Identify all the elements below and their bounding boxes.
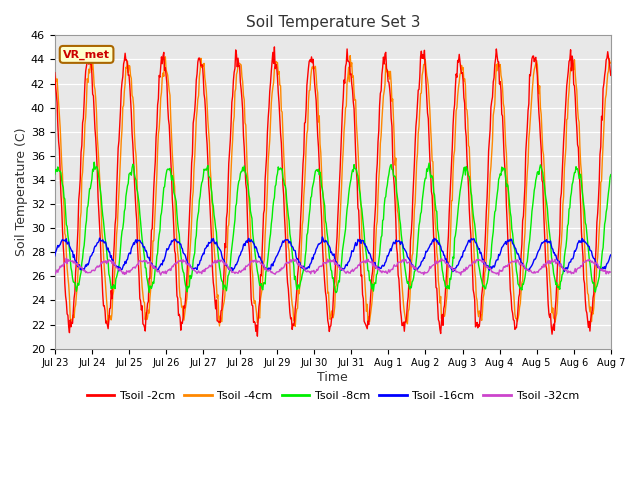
Line: Tsoil -8cm: Tsoil -8cm	[55, 162, 611, 293]
Tsoil -16cm	[61, 237, 68, 243]
Legend: Tsoil -2cm, Tsoil -4cm, Tsoil -8cm, Tsoil -16cm, Tsoil -32cm: Tsoil -2cm, Tsoil -4cm, Tsoil -8cm, Tsoi…	[82, 387, 584, 406]
Tsoil -4cm	[402, 319, 410, 325]
Tsoil -16cm	[175, 239, 182, 245]
Tsoil -8cm	[51, 171, 59, 177]
Tsoil -32cm	[63, 255, 70, 261]
Tsoil -8cm	[61, 196, 68, 202]
Tsoil -4cm	[61, 230, 68, 236]
Tsoil -4cm	[607, 60, 614, 66]
Y-axis label: Soil Temperature (C): Soil Temperature (C)	[15, 128, 28, 256]
Tsoil -2cm	[175, 312, 182, 318]
Line: Tsoil -16cm: Tsoil -16cm	[55, 237, 611, 272]
Tsoil -4cm	[118, 126, 126, 132]
Tsoil -4cm	[51, 62, 59, 68]
Tsoil -32cm	[417, 270, 425, 276]
Tsoil -8cm	[90, 159, 98, 165]
Tsoil -16cm	[319, 234, 326, 240]
Tsoil -8cm	[205, 173, 212, 179]
Tsoil -32cm	[607, 269, 614, 275]
Tsoil -8cm	[607, 172, 614, 178]
X-axis label: Time: Time	[317, 371, 348, 384]
Tsoil -8cm	[419, 199, 426, 204]
Tsoil -32cm	[495, 272, 502, 278]
Line: Tsoil -2cm: Tsoil -2cm	[55, 47, 611, 336]
Tsoil -32cm	[175, 258, 183, 264]
Tsoil -16cm	[51, 253, 59, 259]
Tsoil -2cm	[419, 56, 426, 61]
Tsoil -8cm	[175, 231, 183, 237]
Tsoil -8cm	[119, 226, 127, 231]
Line: Tsoil -32cm: Tsoil -32cm	[55, 258, 611, 275]
Tsoil -4cm	[175, 257, 182, 263]
Title: Soil Temperature Set 3: Soil Temperature Set 3	[246, 15, 420, 30]
Tsoil -4cm	[204, 118, 212, 124]
Tsoil -2cm	[607, 72, 614, 78]
Tsoil -8cm	[402, 272, 410, 277]
Line: Tsoil -4cm: Tsoil -4cm	[55, 56, 611, 326]
Tsoil -2cm	[271, 44, 278, 50]
Tsoil -8cm	[332, 290, 340, 296]
Tsoil -16cm	[417, 259, 425, 265]
Tsoil -4cm	[291, 324, 299, 329]
Tsoil -16cm	[118, 266, 126, 272]
Tsoil -16cm	[204, 243, 212, 249]
Tsoil -16cm	[401, 247, 409, 253]
Tsoil -2cm	[61, 281, 68, 287]
Text: VR_met: VR_met	[63, 49, 110, 60]
Tsoil -32cm	[401, 257, 409, 263]
Tsoil -32cm	[61, 260, 68, 266]
Tsoil -16cm	[449, 269, 457, 275]
Tsoil -2cm	[402, 319, 410, 324]
Tsoil -2cm	[118, 79, 126, 85]
Tsoil -32cm	[119, 271, 127, 276]
Tsoil -32cm	[51, 271, 59, 277]
Tsoil -2cm	[204, 158, 212, 164]
Tsoil -4cm	[419, 72, 426, 78]
Tsoil -2cm	[51, 70, 59, 75]
Tsoil -32cm	[205, 264, 212, 270]
Tsoil -2cm	[253, 333, 261, 339]
Tsoil -16cm	[607, 252, 614, 258]
Tsoil -4cm	[346, 53, 354, 59]
